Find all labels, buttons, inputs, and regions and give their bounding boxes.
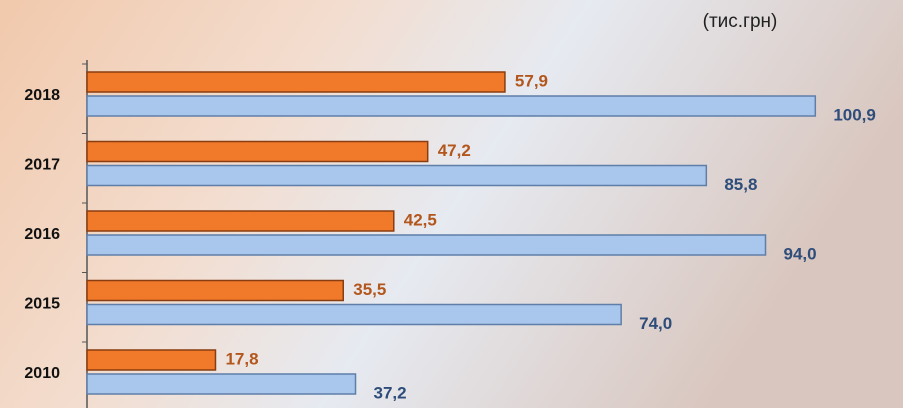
y-tick-label: 2010 xyxy=(24,365,60,382)
bar xyxy=(86,234,767,256)
bar xyxy=(86,373,357,395)
bar xyxy=(86,140,429,163)
value-label: 37,2 xyxy=(374,383,407,402)
value-label: 17,8 xyxy=(225,349,258,368)
unit-label: (тис.грн) xyxy=(703,11,778,32)
y-tick-label: 2015 xyxy=(24,296,60,313)
value-label: 85,8 xyxy=(724,175,757,194)
bar xyxy=(86,279,344,302)
bar xyxy=(86,210,395,232)
value-label: 42,5 xyxy=(404,210,437,229)
value-label: 47,2 xyxy=(438,141,471,160)
bar xyxy=(86,303,622,326)
value-label: 74,0 xyxy=(639,314,672,333)
bar xyxy=(86,95,817,117)
y-tick-label: 2018 xyxy=(24,87,60,104)
value-label: 94,0 xyxy=(784,244,817,263)
value-label: 57,9 xyxy=(515,71,548,90)
value-label: 100,9 xyxy=(833,105,876,124)
bar xyxy=(86,349,217,371)
bar xyxy=(86,71,506,93)
y-tick-label: 2016 xyxy=(24,226,60,243)
y-tick-label: 2017 xyxy=(24,157,60,174)
bar xyxy=(86,164,708,187)
value-label: 35,5 xyxy=(353,280,386,299)
